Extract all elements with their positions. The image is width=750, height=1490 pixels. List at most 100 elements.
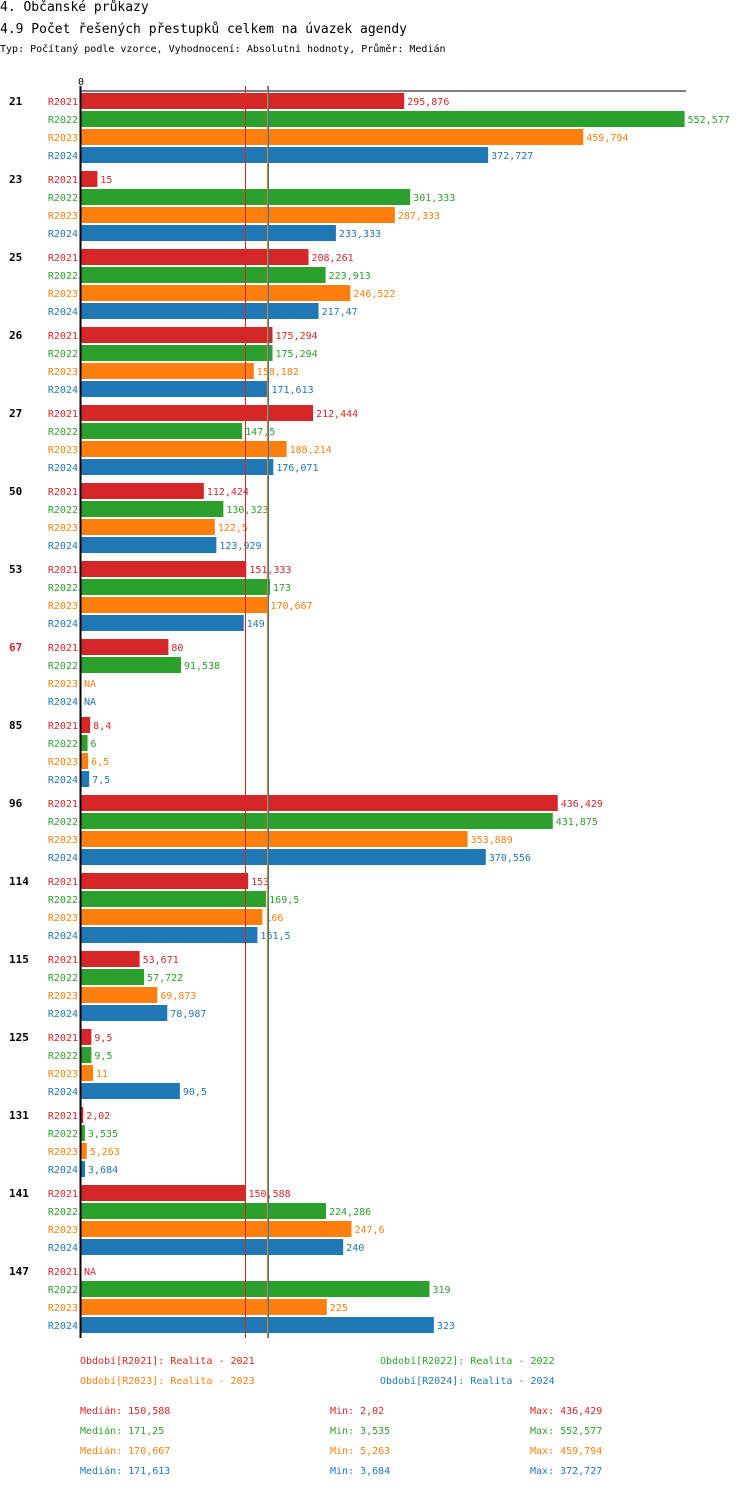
bar-21-R2024 (81, 147, 489, 163)
series-label: R2021 (48, 955, 78, 966)
bar-85-R2023 (81, 753, 89, 769)
data-label: 130,323 (226, 505, 268, 516)
bar-131-R2022 (81, 1125, 85, 1141)
data-label: 166 (265, 913, 283, 924)
series-label: R2022 (48, 895, 78, 906)
series-label: R2023 (48, 1147, 78, 1158)
series-label: R2024 (48, 463, 78, 474)
series-label: R2024 (48, 1321, 78, 1332)
series-label: R2023 (48, 757, 78, 768)
data-label: 91,538 (184, 661, 220, 672)
data-label: 173 (273, 583, 291, 594)
series-label: R2022 (48, 1207, 78, 1218)
bar-25-R2021 (81, 249, 309, 265)
series-label: R2024 (48, 775, 78, 786)
series-label: R2021 (48, 1267, 78, 1278)
data-label: 3,684 (88, 1165, 118, 1176)
bar-21-R2023 (81, 129, 584, 145)
series-label: R2023 (48, 523, 78, 534)
data-label: 78,987 (170, 1009, 206, 1020)
bar-50-R2021 (81, 483, 204, 499)
bar-115-R2021 (81, 951, 140, 967)
data-label: 151,333 (249, 565, 291, 576)
category-label-131: 131 (9, 1109, 29, 1122)
data-label: 6 (91, 739, 97, 750)
series-label: R2023 (48, 991, 78, 1002)
data-label: 69,873 (160, 991, 196, 1002)
data-label: 9,5 (94, 1033, 112, 1044)
category-label-50: 50 (9, 485, 22, 498)
bar-114-R2023 (81, 909, 263, 925)
category-label-141: 141 (9, 1187, 29, 1200)
series-label: R2021 (48, 565, 78, 576)
data-label: 169,5 (269, 895, 299, 906)
data-label: 246,522 (353, 289, 395, 300)
bar-26-R2022 (81, 345, 273, 361)
max-r2024: Max: 372,727 (530, 1466, 603, 1477)
data-label: 233,333 (339, 229, 381, 240)
legend-entry-r2022: Období[R2022]: Realita - 2022 (380, 1356, 555, 1367)
series-label: R2023 (48, 679, 78, 690)
category-label-23: 23 (9, 173, 22, 186)
data-label: NA (84, 679, 96, 690)
series-label: R2021 (48, 175, 78, 186)
series-label: R2023 (48, 133, 78, 144)
bar-125-R2021 (81, 1029, 92, 1045)
data-label: 431,875 (556, 817, 598, 828)
legend-entry-r2023: Období[R2023]: Realita - 2023 (80, 1376, 255, 1387)
median-r2022: Medián: 171,25 (80, 1426, 165, 1437)
bar-125-R2024 (81, 1083, 180, 1099)
median-r2023: Medián: 170,667 (80, 1446, 171, 1457)
data-label: 323 (437, 1321, 455, 1332)
data-label: 5,263 (90, 1147, 120, 1158)
bar-26-R2023 (81, 363, 254, 379)
category-label-125: 125 (9, 1031, 29, 1044)
series-label: R2022 (48, 1285, 78, 1296)
bar-27-R2023 (81, 441, 287, 457)
bar-96-R2021 (81, 795, 558, 811)
series-label: R2022 (48, 661, 78, 672)
series-label: R2022 (48, 271, 78, 282)
bar-115-R2023 (81, 987, 158, 1003)
data-label: 147,5 (245, 427, 275, 438)
data-label: 208,261 (312, 253, 354, 264)
category-label-53: 53 (9, 563, 22, 576)
data-label: NA (84, 697, 96, 708)
series-label: R2023 (48, 367, 78, 378)
data-label: 287,333 (398, 211, 440, 222)
series-label: R2024 (48, 931, 78, 942)
series-label: R2022 (48, 193, 78, 204)
bar-27-R2022 (81, 423, 243, 439)
data-label: 161,5 (260, 931, 290, 942)
bar-27-R2021 (81, 405, 314, 421)
series-label: R2023 (48, 289, 78, 300)
series-label: R2021 (48, 1033, 78, 1044)
series-label: R2021 (48, 253, 78, 264)
series-label: R2024 (48, 307, 78, 318)
bar-141-R2021 (81, 1185, 246, 1201)
bar-50-R2024 (81, 537, 217, 553)
x-axis-tick-label: 0 (78, 77, 84, 88)
series-label: R2024 (48, 1087, 78, 1098)
data-label: 7,5 (92, 775, 110, 786)
series-label: R2022 (48, 817, 78, 828)
bar-53-R2021 (81, 561, 247, 577)
data-label: 552,577 (688, 115, 730, 126)
series-label: R2021 (48, 643, 78, 654)
bar-147-R2024 (81, 1317, 434, 1333)
bar-131-R2024 (81, 1161, 86, 1177)
bar-131-R2023 (81, 1143, 87, 1159)
series-label: R2021 (48, 487, 78, 498)
data-label: 150,588 (249, 1189, 291, 1200)
data-label: 171,613 (271, 385, 313, 396)
series-label: R2021 (48, 799, 78, 810)
category-label-96: 96 (9, 797, 23, 810)
series-label: R2021 (48, 331, 78, 342)
bar-25-R2024 (81, 303, 319, 319)
data-label: 80 (171, 643, 183, 654)
series-label: R2024 (48, 853, 78, 864)
chart-subtitle: Typ: Počítaný podle vzorce, Vyhodnocení:… (0, 44, 446, 55)
data-label: 188,214 (290, 445, 332, 456)
data-label: NA (84, 1267, 96, 1278)
